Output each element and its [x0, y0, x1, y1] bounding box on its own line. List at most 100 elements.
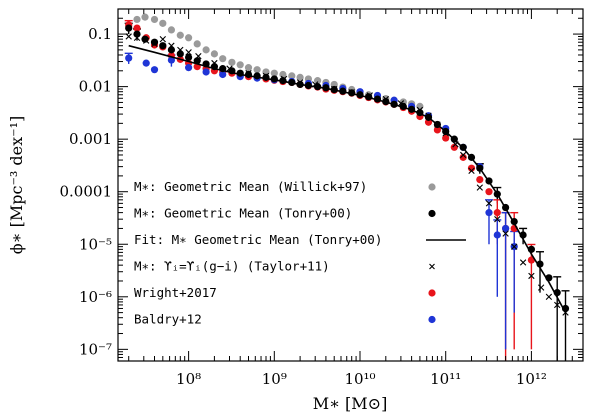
wright-2017-point	[493, 209, 501, 217]
y-tick-label: 10⁻⁶	[79, 288, 112, 306]
legend-label-m-geometric-mean-tonry-00: M∗: Geometric Mean (Tonry+00)	[134, 206, 352, 221]
x-axis-title: M∗ [M⊙]	[313, 394, 388, 413]
baldry-12-point	[502, 224, 510, 233]
wright-2017-point	[133, 24, 141, 32]
y-tick-label: 10⁻⁵	[79, 235, 112, 253]
x-tick-label: 10¹²	[516, 370, 547, 388]
m-g-i-taylor-11-point	[185, 49, 192, 56]
baldry-12-point	[485, 209, 493, 217]
m-geometric-mean-willick-97-point	[176, 31, 184, 39]
m-g-i-taylor-11-point	[460, 151, 467, 159]
baldry-12-point	[185, 64, 193, 72]
m-g-i-taylor-11-point	[125, 33, 132, 40]
m-g-i-taylor-11-point	[133, 34, 141, 41]
m-geometric-mean-willick-97-point	[253, 66, 261, 74]
m-geometric-mean-tonry-00-point	[150, 38, 159, 46]
tick-layer: 10⁸ 10⁹ 10¹⁰ 10¹¹ 10¹² 0.1 0.01 0.001 0.0001 10⁻⁵…	[60, 9, 584, 388]
legend-marker-m-geometric-mean-tonry-00	[428, 209, 436, 218]
m-geometric-mean-willick-97-point	[313, 77, 322, 85]
wright-2017-point	[459, 153, 467, 161]
fit-m-geometric-mean-tonry-00-line	[128, 44, 567, 313]
m-g-i-taylor-11-point	[545, 293, 553, 300]
baldry-12-point	[202, 68, 210, 76]
y-tick-label: 0.001	[69, 130, 112, 148]
legend-label-m-geometric-mean-willick-97: M∗: Geometric Mean (Willick+97)	[134, 179, 367, 194]
legend-marker-m-geometric-mean-willick-97	[428, 183, 436, 191]
baldry-12-point	[167, 56, 176, 64]
m-g-i-taylor-11-point	[151, 40, 158, 48]
legend-label-m-g-i-taylor-11: M∗: ϒᵢ=ϒᵢ(g−i) (Taylor+11)	[134, 259, 330, 274]
baldry-12-point	[150, 66, 159, 74]
m-geometric-mean-willick-97-point	[219, 55, 227, 63]
m-g-i-taylor-11-point	[528, 272, 535, 280]
baldry-12-point	[493, 231, 501, 239]
m-geometric-mean-willick-97-point	[133, 15, 141, 24]
wright-2017-point	[476, 175, 484, 184]
m-geometric-mean-willick-97-point	[330, 80, 338, 89]
m-geometric-mean-willick-97-point	[141, 13, 149, 21]
m-g-i-taylor-11-point	[476, 184, 483, 191]
m-geometric-mean-tonry-00-point	[185, 53, 193, 61]
plot-frame	[117, 8, 584, 362]
y-tick-label: 0.1	[88, 25, 112, 43]
m-geometric-mean-willick-97-point	[210, 50, 219, 58]
baldry-12-point	[125, 54, 133, 62]
legend-label-fit-m-geometric-mean-tonry-00: Fit: M∗ Geometric Mean (Tonry+00)	[134, 232, 382, 247]
m-g-i-taylor-11-point	[168, 42, 175, 49]
m-g-i-taylor-11-point	[502, 230, 509, 237]
x-tick-label: 10⁹	[262, 370, 287, 388]
m-g-i-taylor-11-point	[195, 52, 202, 60]
y-tick-label: 10⁻⁷	[79, 340, 112, 358]
m-geometric-mean-willick-97-point	[159, 19, 167, 27]
legend-marker-wright-2017	[428, 289, 436, 297]
data-layer	[124, 13, 570, 361]
m-geometric-mean-willick-97-point	[296, 73, 304, 81]
m-geometric-mean-willick-97-point	[416, 102, 424, 111]
m-geometric-mean-willick-97-point	[167, 26, 176, 34]
m-g-i-taylor-11-point	[416, 106, 424, 114]
baldry-12-point	[142, 59, 150, 67]
wright-2017-point	[442, 134, 450, 142]
m-g-i-taylor-11-point	[143, 37, 150, 44]
m-g-i-taylor-11-point	[425, 112, 432, 119]
m-g-i-taylor-11-point	[554, 301, 561, 309]
m-g-i-taylor-11-point	[537, 284, 545, 291]
y-tick-label: 0.01	[79, 78, 112, 96]
m-geometric-mean-tonry-00-point	[167, 46, 176, 54]
m-g-i-taylor-11-point	[511, 243, 518, 250]
legend-marker-m-g-i-taylor-11	[429, 263, 435, 270]
m-geometric-mean-willick-97-point	[288, 72, 296, 80]
y-tick-label: 0.0001	[60, 183, 113, 201]
m-geometric-mean-tonry-00-point	[159, 42, 167, 50]
legend-label-baldry-12: Baldry+12	[134, 312, 202, 327]
wright-2017-point	[485, 188, 493, 196]
m-geometric-mean-willick-97-point	[228, 58, 236, 66]
legend-marker-baldry-12	[428, 315, 436, 324]
m-g-i-taylor-11-point	[177, 46, 184, 54]
x-tick-label: 10¹⁰	[344, 370, 375, 388]
m-geometric-mean-tonry-00-point	[253, 72, 261, 80]
wright-2017-point	[433, 126, 441, 134]
y-axis-title: ϕ∗ [Mpc⁻³ dex⁻¹]	[7, 116, 26, 254]
m-geometric-mean-willick-97-point	[202, 46, 210, 54]
m-g-i-taylor-11-point	[485, 200, 493, 207]
m-g-i-taylor-11-point	[519, 259, 527, 266]
m-geometric-mean-tonry-00-point	[125, 24, 133, 32]
legend: M∗: Geometric Mean (Willick+97) M∗: Geome…	[134, 179, 466, 327]
m-geometric-mean-willick-97-point	[185, 34, 193, 42]
legend-label-wright-2017: Wright+2017	[134, 285, 217, 300]
m-g-i-taylor-11-point	[159, 35, 166, 43]
m-geometric-mean-tonry-00-point	[133, 30, 141, 38]
m-geometric-mean-willick-97-point	[193, 40, 201, 48]
baldry-12-point	[219, 70, 227, 79]
m-g-i-taylor-11-point	[468, 167, 475, 174]
wright-2017-point	[467, 164, 476, 172]
m-geometric-mean-willick-97-point	[244, 64, 253, 72]
m-g-i-taylor-11-point	[494, 215, 501, 223]
m-g-i-taylor-11-point	[226, 65, 233, 72]
x-tick-label: 10¹¹	[430, 370, 461, 388]
m-geometric-mean-willick-97-point	[150, 15, 159, 24]
m-geometric-mean-tonry-00-point	[176, 50, 184, 58]
m-g-i-taylor-11-point	[442, 129, 449, 137]
